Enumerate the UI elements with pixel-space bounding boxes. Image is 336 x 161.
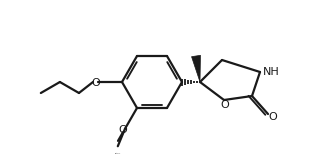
Text: methoxy: methoxy <box>115 153 121 154</box>
Text: O: O <box>221 100 229 110</box>
Text: O: O <box>119 125 127 135</box>
Text: NH: NH <box>263 67 279 77</box>
Text: O: O <box>268 112 278 122</box>
Polygon shape <box>192 55 201 82</box>
Text: O: O <box>92 78 100 88</box>
